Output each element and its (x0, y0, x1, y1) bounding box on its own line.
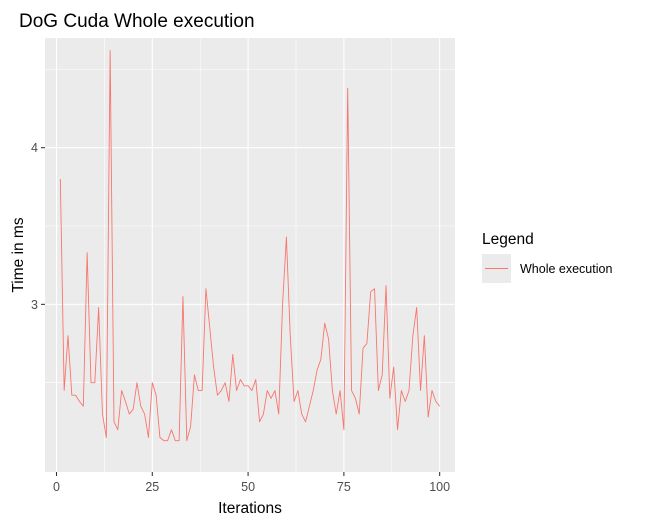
y-axis: 34 (31, 141, 45, 312)
x-tick-label: 25 (145, 480, 159, 494)
x-tick-label: 50 (241, 480, 255, 494)
series-line-whole-execution (59, 50, 441, 442)
legend-label: Whole execution (520, 262, 612, 276)
x-axis-title: Iterations (218, 500, 282, 517)
y-tick-label: 4 (31, 141, 38, 155)
series-layer (59, 50, 441, 442)
x-tick-label: 75 (337, 480, 351, 494)
legend-entries: Whole execution (482, 254, 612, 283)
chart-title: DoG Cuda Whole execution (19, 11, 255, 32)
x-tick-label: 0 (53, 480, 60, 494)
legend: Legend Whole execution (482, 231, 612, 283)
x-axis: 0 25 50 75 100 (53, 472, 450, 494)
y-tick-label: 3 (31, 298, 38, 312)
minor-gridlines (45, 38, 455, 472)
y-axis-title: Time in ms (10, 217, 27, 292)
x-tick-label: 100 (429, 480, 450, 494)
legend-title: Legend (482, 231, 534, 248)
